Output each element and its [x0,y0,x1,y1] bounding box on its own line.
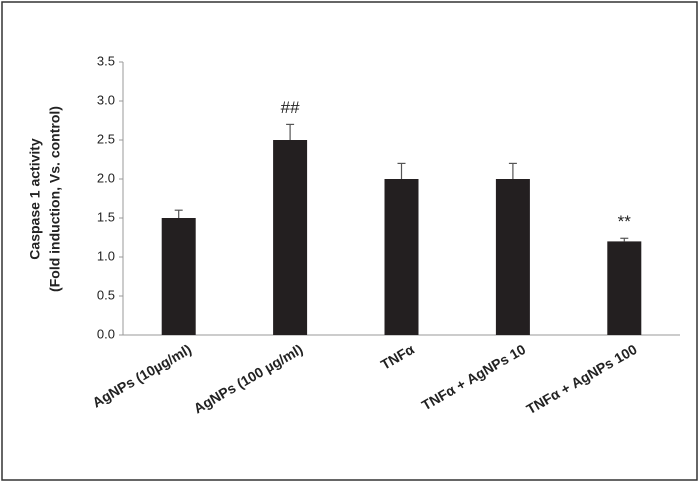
x-tick-label: AgNPs (10µg/ml) [89,341,194,411]
annotation: ## [281,98,300,117]
x-tick-label: TNFα + AgNPs 100 [523,341,639,417]
y-tick-label: 3.0 [97,92,115,107]
y-tick-label: 3.5 [97,53,115,68]
bar [384,179,419,335]
x-tick-label: TNFα + AgNPs 10 [419,341,529,414]
y-tick-label: 0.0 [97,326,115,341]
bar [607,241,642,335]
bar [495,179,530,335]
error-bar [174,209,183,218]
y-tick-label: 1.0 [97,248,115,263]
x-tick-label: AgNPs (100 µg/ml) [191,341,306,416]
y-axis-label: (Fold induction, Vs. control) [47,106,63,292]
x-tick-label: TNFα [378,341,417,373]
error-bar [286,123,295,140]
error-bar [620,237,629,242]
error-bar [508,162,517,179]
annotation: ** [618,212,632,231]
y-tick-label: 2.5 [97,131,115,146]
y-axis-label: Caspase 1 activity [27,138,43,260]
bar [273,140,308,335]
y-tick-label: 1.5 [97,209,115,224]
error-bar [397,162,406,179]
bar [161,218,196,335]
y-tick-label: 0.5 [97,287,115,302]
y-tick-label: 2.0 [97,170,115,185]
